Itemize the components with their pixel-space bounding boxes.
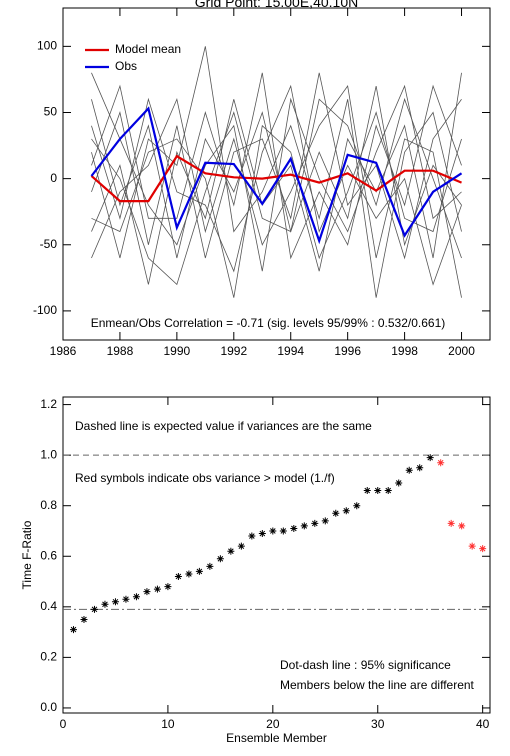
asterisk-marker bbox=[90, 605, 98, 613]
asterisk-marker bbox=[185, 570, 193, 578]
asterisk-marker bbox=[374, 487, 382, 495]
ensemble-line bbox=[91, 111, 462, 298]
annotation: Dashed line is expected value if varianc… bbox=[75, 419, 372, 433]
plot-frame bbox=[62, 396, 491, 714]
chart-title: Grid Point: 15.00E,40.10N bbox=[195, 0, 358, 10]
x-tick-label: 40 bbox=[476, 717, 490, 731]
x-tick-label: 1986 bbox=[50, 344, 77, 358]
asterisk-marker bbox=[216, 555, 224, 563]
asterisk-marker bbox=[132, 593, 140, 601]
asterisk-marker bbox=[248, 532, 256, 540]
asterisk-marker bbox=[237, 542, 245, 550]
asterisk-marker bbox=[342, 507, 350, 515]
asterisk-marker bbox=[468, 542, 476, 550]
y-tick-label: 0.6 bbox=[40, 548, 57, 562]
asterisk-marker bbox=[426, 454, 434, 462]
asterisk-marker bbox=[227, 547, 235, 555]
x-tick-label: 0 bbox=[60, 717, 67, 731]
y-axis-label: Time F-Ratio bbox=[20, 520, 34, 589]
asterisk-marker bbox=[195, 567, 203, 575]
ensemble-line bbox=[91, 85, 462, 298]
ensemble-line bbox=[91, 72, 462, 260]
legend-label: Model mean bbox=[115, 42, 181, 56]
x-tick-label: 1996 bbox=[334, 344, 361, 358]
asterisk-marker bbox=[353, 502, 361, 510]
ensemble-line bbox=[91, 72, 462, 272]
asterisk-marker bbox=[258, 530, 266, 538]
legend-label: Obs bbox=[115, 59, 137, 73]
plot-frame bbox=[62, 7, 491, 341]
x-tick-label: 1988 bbox=[107, 344, 134, 358]
asterisk-marker bbox=[143, 588, 151, 596]
ensemble-line bbox=[91, 85, 462, 259]
y-tick-label: 0.0 bbox=[40, 700, 57, 714]
y-tick-label: 1.0 bbox=[40, 447, 57, 461]
asterisk-marker bbox=[174, 572, 182, 580]
y-tick-label: 0.8 bbox=[40, 498, 57, 512]
asterisk-marker bbox=[80, 615, 88, 623]
asterisk-marker bbox=[384, 487, 392, 495]
x-axis-label: Ensemble Member bbox=[226, 731, 327, 745]
annotation: Enmean/Obs Correlation = -0.71 (sig. lev… bbox=[91, 316, 446, 330]
asterisk-marker bbox=[311, 519, 319, 527]
asterisk-marker bbox=[437, 459, 445, 467]
x-tick-label: 1994 bbox=[277, 344, 304, 358]
ensemble-line bbox=[91, 97, 462, 286]
x-tick-label: 20 bbox=[266, 717, 280, 731]
asterisk-marker bbox=[416, 464, 424, 472]
asterisk-marker bbox=[111, 598, 119, 606]
y-tick-label: 0.2 bbox=[40, 650, 57, 664]
y-tick-label: 50 bbox=[44, 105, 58, 119]
asterisk-marker bbox=[363, 487, 371, 495]
y-tick-label: -100 bbox=[33, 303, 57, 317]
asterisk-marker bbox=[153, 585, 161, 593]
x-tick-label: 1992 bbox=[220, 344, 247, 358]
y-tick-label: 0.4 bbox=[40, 599, 57, 613]
y-tick-label: 1.2 bbox=[40, 397, 57, 411]
x-tick-label: 30 bbox=[371, 717, 385, 731]
asterisk-marker bbox=[206, 562, 214, 570]
x-tick-label: 1990 bbox=[164, 344, 191, 358]
y-tick-label: 0 bbox=[50, 171, 57, 185]
asterisk-marker bbox=[458, 522, 466, 530]
y-tick-label: -50 bbox=[40, 237, 58, 251]
asterisk-marker bbox=[332, 509, 340, 517]
asterisk-marker bbox=[479, 545, 487, 553]
asterisk-marker bbox=[321, 517, 329, 525]
annotation: Dot-dash line : 95% significance bbox=[280, 658, 451, 672]
asterisk-marker bbox=[395, 479, 403, 487]
asterisk-marker bbox=[69, 626, 77, 634]
ensemble-line bbox=[91, 84, 462, 286]
asterisk-marker bbox=[290, 524, 298, 532]
annotation: Members below the line are different bbox=[280, 678, 475, 692]
x-tick-label: 2000 bbox=[448, 344, 475, 358]
annotation: Red symbols indicate obs variance > mode… bbox=[75, 471, 335, 485]
asterisk-marker bbox=[101, 600, 109, 608]
asterisk-marker bbox=[164, 583, 172, 591]
ensemble-line bbox=[91, 46, 462, 298]
series-line bbox=[90, 106, 463, 245]
y-tick-label: 100 bbox=[37, 39, 57, 53]
asterisk-marker bbox=[269, 527, 277, 535]
asterisk-marker bbox=[300, 522, 308, 530]
series-line bbox=[90, 154, 462, 203]
asterisk-marker bbox=[447, 519, 455, 527]
asterisk-marker bbox=[122, 595, 130, 603]
x-tick-label: 1998 bbox=[391, 344, 418, 358]
asterisk-marker bbox=[405, 466, 413, 474]
ensemble-line bbox=[91, 72, 462, 260]
x-tick-label: 10 bbox=[161, 717, 175, 731]
asterisk-marker bbox=[279, 527, 287, 535]
